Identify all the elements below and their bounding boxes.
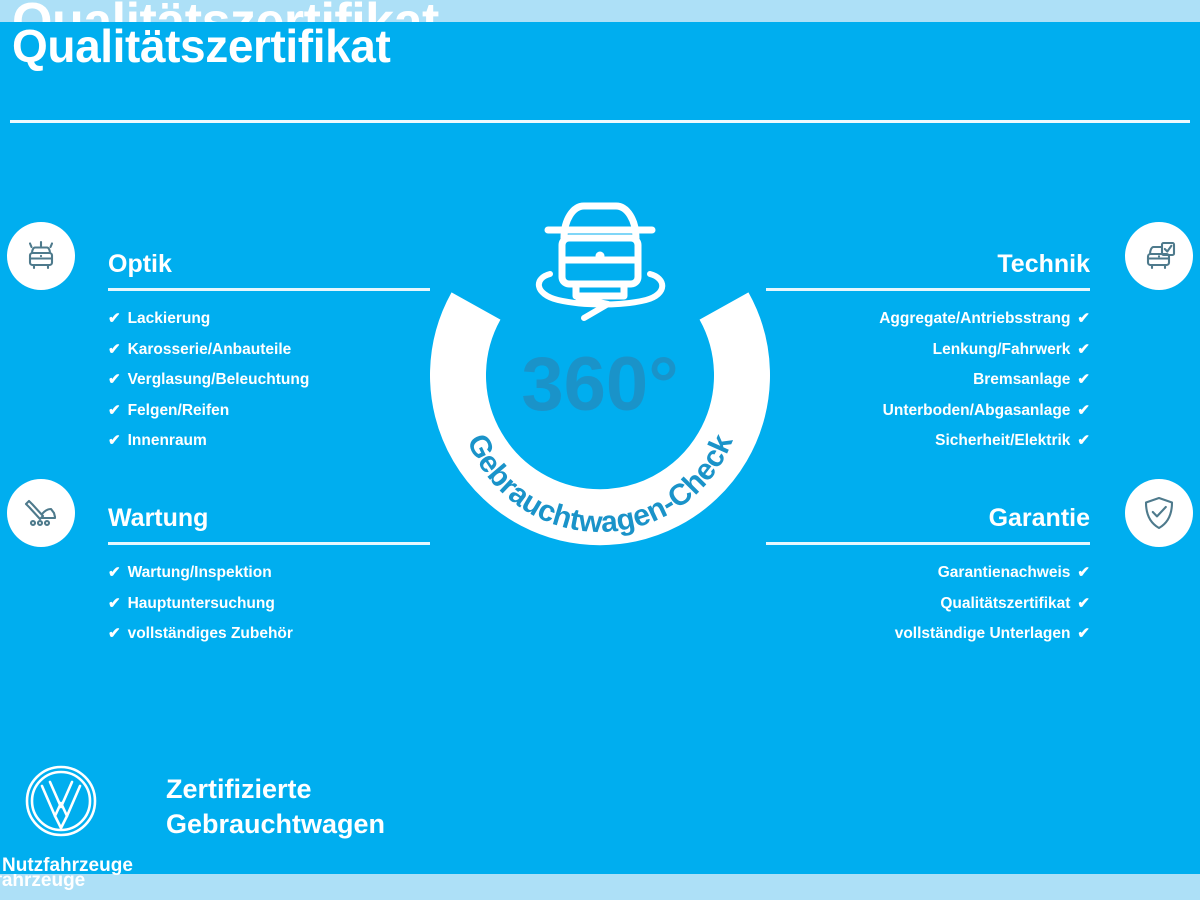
list-item: ✔ Hauptuntersuchung [108,594,430,612]
wartung-icon-badge [7,479,75,547]
wartung-list: ✔ Wartung/Inspektion ✔ Hauptuntersuchung ✔… [108,565,430,642]
technik-list: Aggregate/Antriebsstrang ✔ Lenkung/Fahrwe… [766,311,1090,449]
top-bleed-band: Qualitätszertifikat [0,0,1200,22]
check-icon: ✔ [108,401,121,419]
wrench-car-icon [20,492,62,534]
list-item-label: Wartung/Inspektion [127,564,272,581]
list-item-label: Sicherheit/Elektrik [935,432,1071,449]
title-ghost: Qualitätszertifikat [12,0,439,22]
optik-icon-badge [7,222,75,290]
list-item: Qualitätszertifikat ✔ [766,594,1090,612]
list-item: Bremsanlage ✔ [766,372,1090,388]
list-item: Sicherheit/Elektrik ✔ [766,433,1090,449]
list-item: Aggregate/Antriebsstrang ✔ [766,311,1090,327]
section-garantie: Garantie Garantienachweis ✔ Qualitätszert… [766,506,1090,657]
section-divider-technik [766,288,1090,291]
section-divider-garantie [766,542,1090,545]
list-item-label: Felgen/Reifen [127,401,230,419]
technik-icon-badge [1125,222,1193,290]
car-front-checkbox-icon [1138,235,1180,277]
list-item-label: Lenkung/Fahrwerk [932,340,1071,358]
list-item-label: Aggregate/Antriebsstrang [879,310,1071,327]
check-icon: ✔ [108,340,121,358]
shield-check-icon [1138,492,1180,534]
footer-subbrand: Nutzfahrzeuge [2,855,133,876]
check-icon: ✔ [108,625,121,642]
list-item-label: vollständige Unterlagen [894,625,1071,642]
list-item: ✔ Lackierung [108,311,430,327]
page-title: Qualitätszertifikat [12,20,391,72]
garantie-list: Garantienachweis ✔ Qualitätszertifikat ✔ v… [766,565,1090,642]
list-item-label: Karosserie/Anbauteile [127,340,292,358]
list-item-label: Garantienachweis [937,564,1071,581]
list-item: vollständige Unterlagen ✔ [766,626,1090,642]
check-icon: ✔ [1077,594,1090,612]
list-item: ✔ vollständiges Zubehör [108,626,430,642]
garantie-icon-badge [1125,479,1193,547]
footer-line-1: Zertifizierte [166,774,312,804]
footer-tagline: Zertifizierte Gebrauchtwagen [166,772,385,842]
vw-logo [22,762,100,845]
list-item: ✔ Innenraum [108,433,430,449]
section-heading-wartung: Wartung [108,504,209,532]
list-item: ✔ Karosserie/Anbauteile [108,340,430,358]
check-icon: ✔ [1077,371,1090,388]
list-item: ✔ Verglasung/Beleuchtung [108,372,430,388]
section-divider-wartung [108,542,430,545]
section-heading-garantie: Garantie [988,504,1090,532]
check-icon: ✔ [1077,564,1090,581]
section-optik: Optik ✔ Lackierung ✔ Karosserie/Anbauteile… [108,252,430,464]
list-item-label: Qualitätszertifikat [940,594,1071,612]
check-icon: ✔ [1077,432,1090,449]
list-item: Lenkung/Fahrwerk ✔ [766,340,1090,358]
check-icon: ✔ [1077,340,1090,358]
check-icon: ✔ [108,310,121,327]
check-icon: ✔ [1077,625,1090,642]
360-value: 360° [521,342,678,427]
list-item: Garantienachweis ✔ [766,565,1090,581]
footer-subbrand-ghost: zfahrzeuge [0,874,86,891]
section-heading-optik: Optik [108,250,172,278]
check-icon: ✔ [1077,310,1090,327]
title-divider [10,120,1190,123]
360-check-graphic: 360° Gebrauchtwagen-Check [408,178,792,582]
list-item-label: Hauptuntersuchung [127,594,275,612]
section-heading-technik: Technik [997,250,1090,278]
check-icon: ✔ [108,564,121,581]
list-item: ✔ Wartung/Inspektion [108,565,430,581]
check-icon: ✔ [108,371,121,388]
section-technik: Technik Aggregate/Antriebsstrang ✔ Lenkun… [766,252,1090,464]
list-item-label: vollständiges Zubehör [127,625,293,642]
car-rotate-360-icon [536,202,666,321]
section-divider-optik [108,288,430,291]
list-item: Unterboden/Abgasanlage ✔ [766,401,1090,419]
section-wartung: Wartung ✔ Wartung/Inspektion ✔ Hauptunters… [108,506,430,657]
bottom-bleed-band: zfahrzeuge [0,874,1200,900]
check-icon: ✔ [108,594,121,612]
list-item: ✔ Felgen/Reifen [108,401,430,419]
car-front-shine-icon [20,235,62,277]
list-item-label: Unterboden/Abgasanlage [882,401,1071,419]
list-item-label: Bremsanlage [973,371,1071,388]
optik-list: ✔ Lackierung ✔ Karosserie/Anbauteile ✔ Verg… [108,311,430,449]
check-icon: ✔ [108,432,121,449]
list-item-label: Lackierung [127,310,211,327]
list-item-label: Verglasung/Beleuchtung [127,371,310,388]
check-icon: ✔ [1077,401,1090,419]
list-item-label: Innenraum [127,432,207,449]
ring-arc [430,292,770,546]
footer-line-2: Gebrauchtwagen [166,809,386,840]
